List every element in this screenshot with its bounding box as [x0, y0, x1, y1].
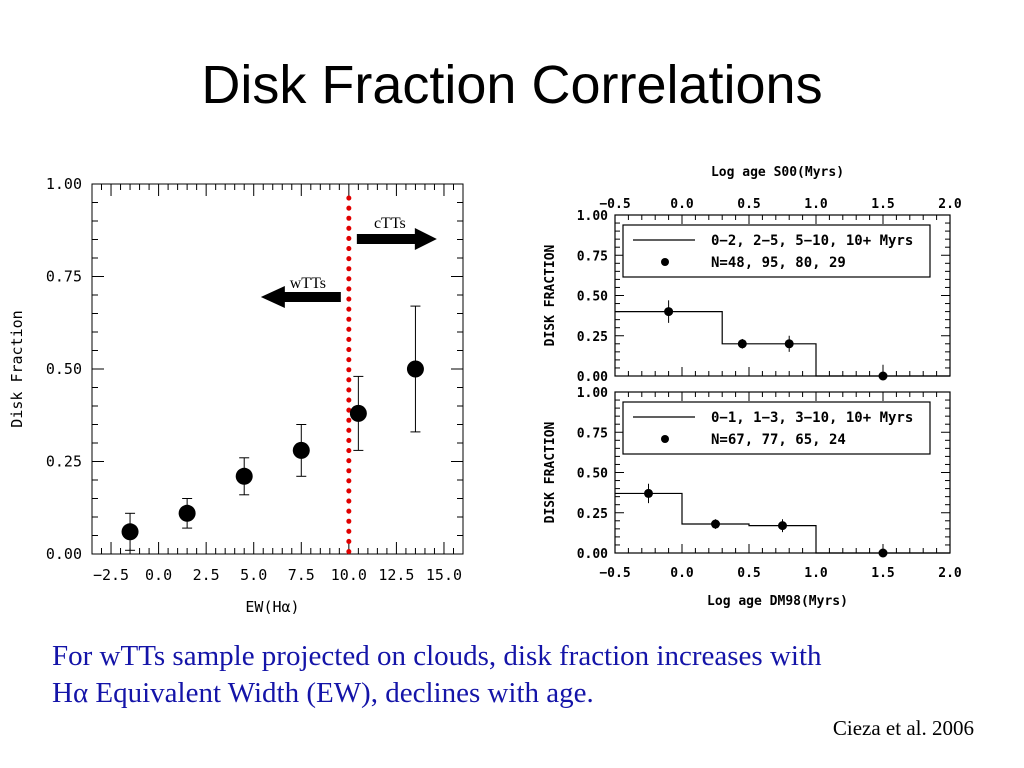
x-tick-label: 5.0 — [240, 566, 267, 584]
y-tick-label: 0.75 — [46, 268, 82, 286]
wtts-arrow — [260, 286, 341, 308]
y-axis-label: Disk Fraction — [8, 310, 26, 427]
y-tick-label: 0.25 — [577, 330, 608, 345]
y-tick-label: 0.25 — [46, 453, 82, 471]
y-tick-label: 0.50 — [46, 360, 82, 378]
data-point — [121, 523, 139, 541]
data-point — [235, 467, 253, 485]
legend-box — [622, 224, 931, 278]
x-tick-label: −0.5 — [599, 566, 630, 581]
age-disk-fraction-charts: Log age S00(Myrs)−0.5 0.0 0.5 1.0 1.5 2.00.00… — [543, 165, 962, 609]
data-point — [711, 519, 720, 529]
y-axis-label: DISK FRACTION — [543, 421, 558, 523]
data-point — [644, 488, 653, 498]
top-x-tick-label: 1.5 — [871, 197, 894, 212]
citation: Cieza et al. 2006 — [832, 716, 974, 740]
caption-line-2: Hα Equivalent Width (EW), declines with … — [52, 677, 594, 709]
x-tick-label: 7.5 — [288, 566, 315, 584]
x-tick-label: 0.5 — [737, 566, 760, 581]
ctts-arrow — [356, 228, 437, 250]
top-x-tick-label: 2.0 — [938, 197, 962, 212]
x-tick-label: −2.5 — [93, 566, 129, 584]
x-tick-label: 0.0 — [670, 566, 694, 581]
x-tick-label: 2.5 — [193, 566, 220, 584]
ew-disk-fraction-chart: −2.5 0.0 2.5 5.0 7.5 10.0 12.5 15.0 0.00 0.25 0.50… — [8, 175, 464, 616]
y-tick-label: 1.00 — [577, 209, 608, 224]
top-x-tick-label: 0.5 — [737, 197, 760, 212]
y-tick-label: 0.00 — [577, 547, 608, 562]
x-tick-label: 1.5 — [871, 566, 894, 581]
x-tick-label: 15.0 — [426, 566, 462, 584]
top-x-axis-label: Log age S00(Myrs) — [711, 165, 844, 180]
top-x-tick-label: 1.0 — [804, 197, 828, 212]
data-point — [664, 307, 674, 317]
top-x-tick-label: −0.5 — [599, 197, 630, 212]
legend-box — [622, 401, 931, 455]
x-tick-label: 0.0 — [145, 566, 172, 584]
x-axis-label: EW(Hα) — [245, 598, 299, 616]
x-tick-label: 12.5 — [378, 566, 414, 584]
data-point — [778, 521, 787, 531]
y-tick-label: 0.75 — [577, 426, 608, 441]
data-point — [878, 371, 888, 381]
y-tick-label: 0.50 — [577, 290, 608, 305]
data-point — [784, 339, 794, 349]
y-axis-label: DISK FRACTION — [543, 244, 558, 346]
x-axis-label: Log age DM98(Myrs) — [707, 594, 848, 609]
step-line — [615, 492, 950, 554]
annotation-wtts: wTTs — [290, 275, 326, 292]
data-point — [406, 360, 424, 378]
step-line — [615, 311, 950, 377]
legend-point-label: N=48, 95, 80, 29 — [711, 255, 846, 271]
y-tick-label: 1.00 — [46, 175, 82, 193]
slide-caption: For wTTs sample projected on clouds, dis… — [52, 638, 992, 712]
y-tick-label: 0.00 — [577, 370, 608, 385]
x-tick-label: 1.0 — [804, 566, 828, 581]
y-tick-label: 0.50 — [577, 467, 608, 482]
data-point — [349, 404, 367, 422]
caption-line-1: For wTTs sample projected on clouds, dis… — [52, 640, 822, 672]
y-tick-label: 0.00 — [46, 545, 82, 563]
legend-line-label: 0−1, 1−3, 3−10, 10+ Myrs — [711, 410, 913, 426]
legend-point-swatch — [661, 435, 669, 443]
top-x-tick-label: 0.0 — [670, 197, 694, 212]
legend-point-swatch — [661, 258, 669, 266]
slide-title: Disk Fraction Correlations — [201, 55, 823, 115]
legend-point-label: N=67, 77, 65, 24 — [711, 432, 846, 448]
x-tick-label: 2.0 — [938, 566, 962, 581]
data-point — [292, 441, 310, 459]
data-point — [878, 548, 888, 558]
annotation-ctts: cTTs — [374, 215, 406, 232]
x-tick-label: 10.0 — [331, 566, 367, 584]
data-point — [178, 504, 196, 522]
y-tick-label: 0.75 — [577, 249, 608, 264]
y-tick-label: 0.25 — [577, 507, 608, 522]
data-point — [737, 339, 747, 349]
legend-line-label: 0−2, 2−5, 5−10, 10+ Myrs — [711, 233, 913, 249]
y-tick-label: 1.00 — [577, 386, 608, 401]
